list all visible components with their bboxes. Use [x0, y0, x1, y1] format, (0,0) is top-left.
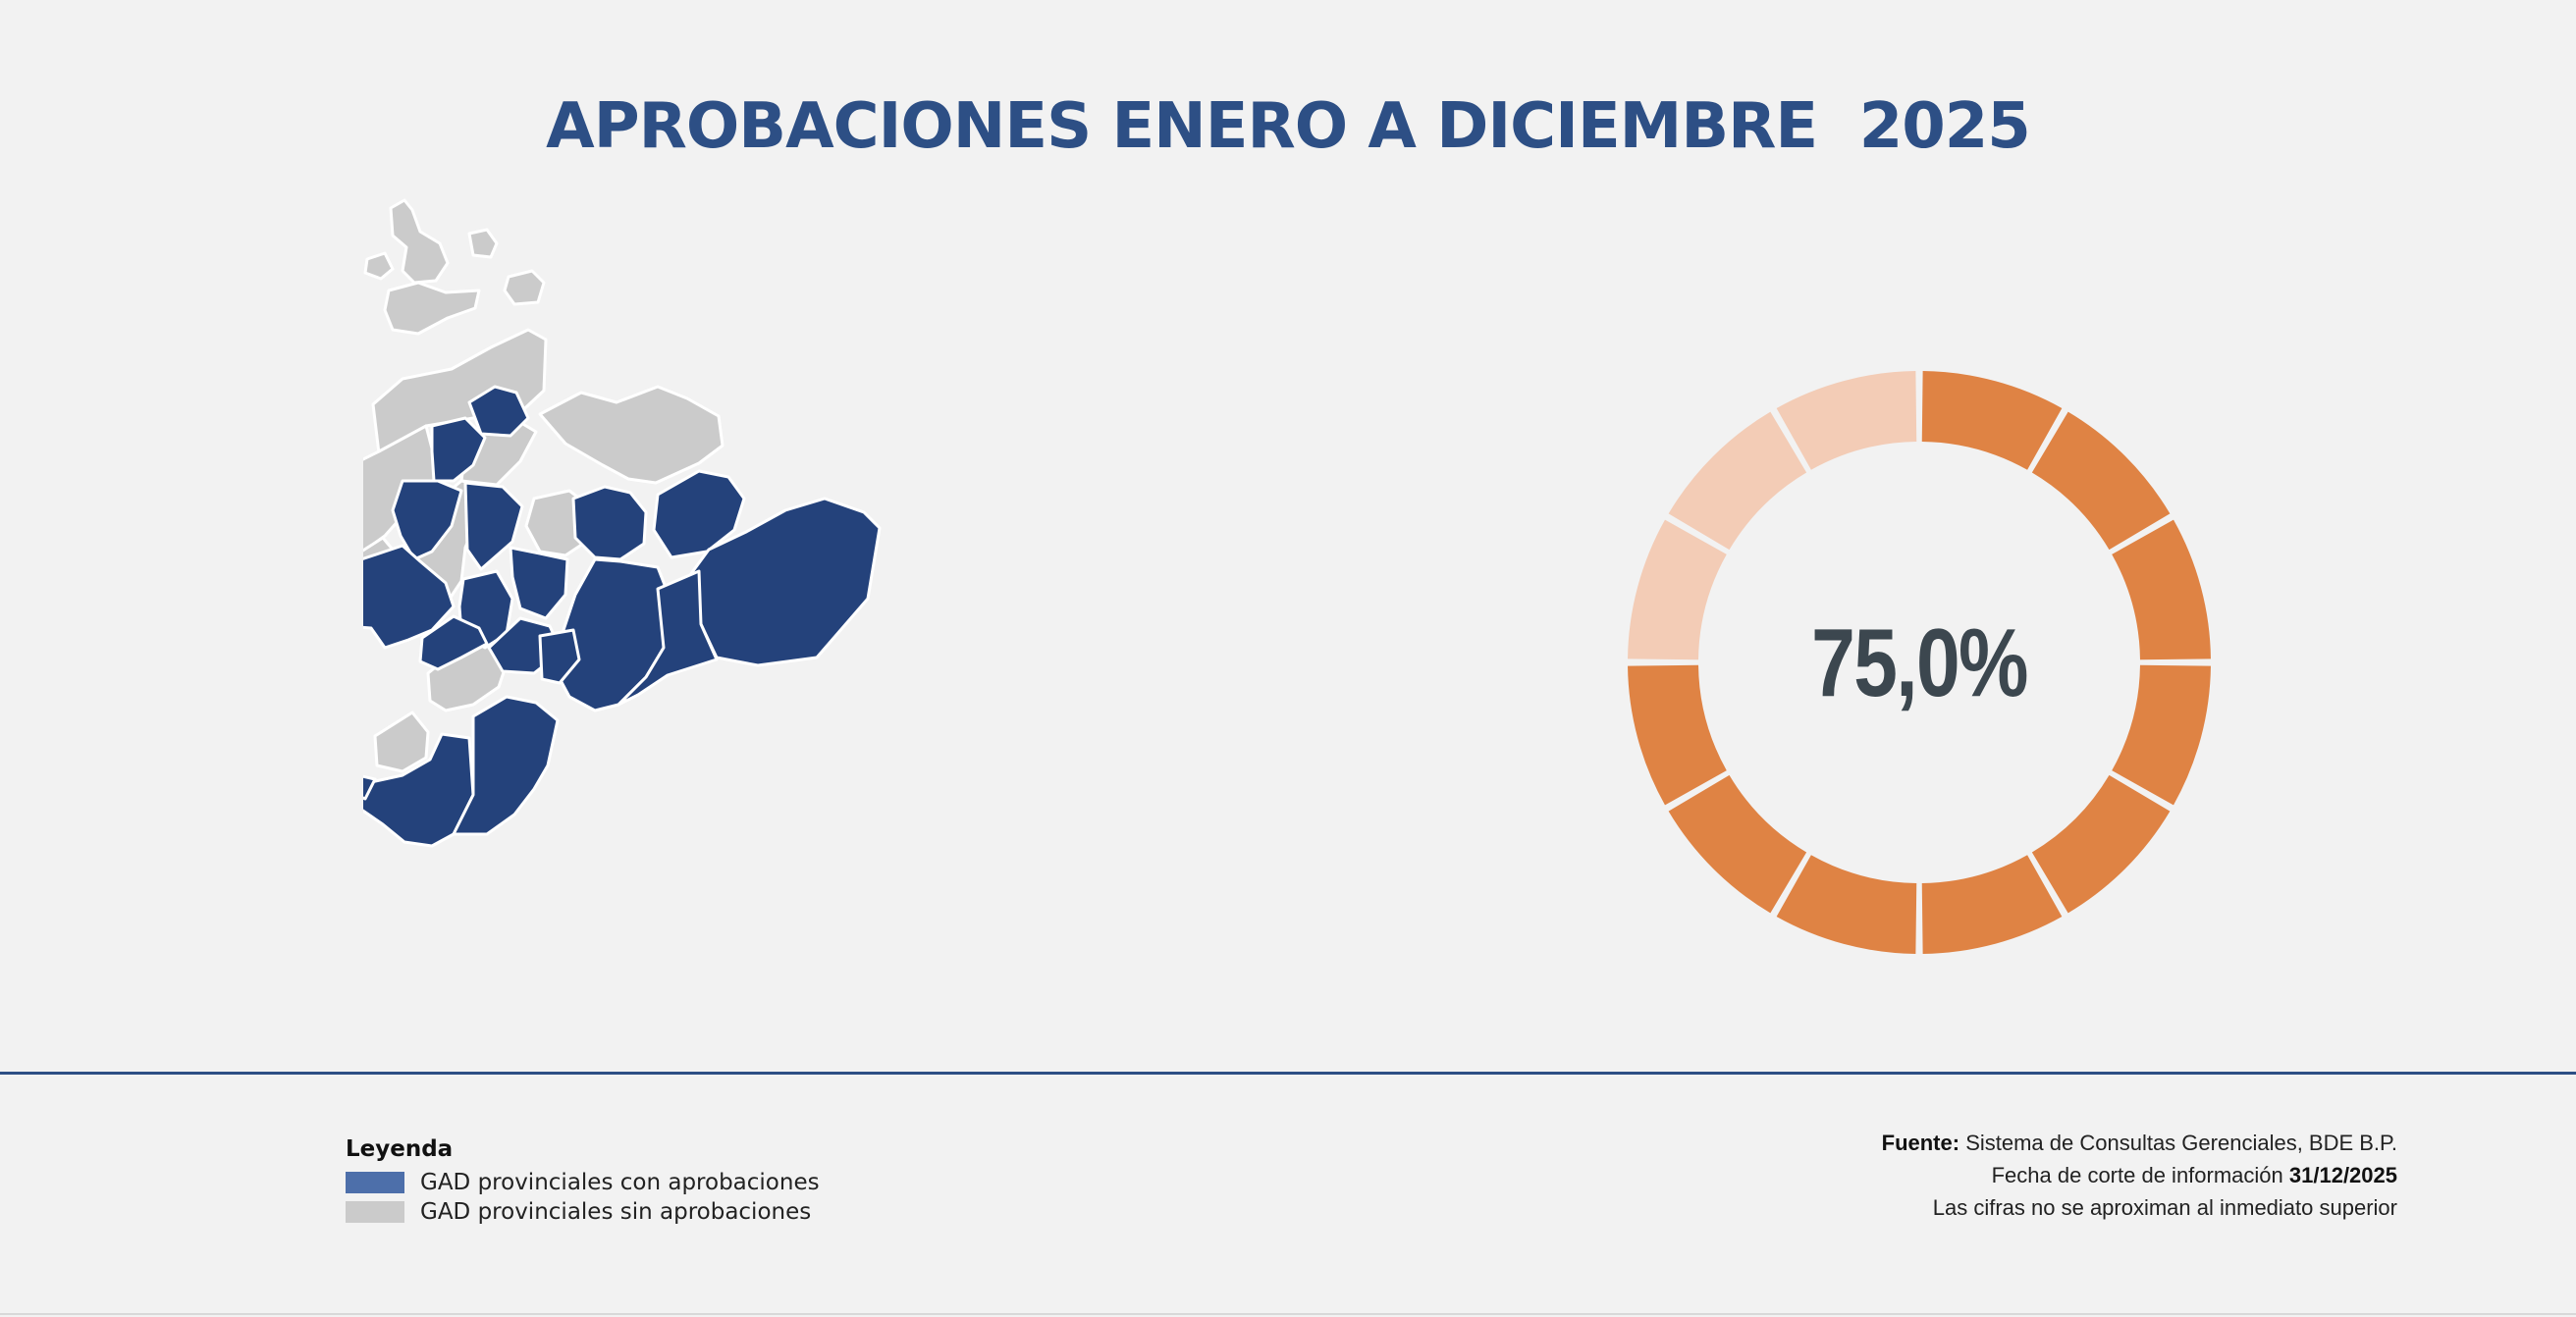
- donut-segment-filled: [2112, 519, 2211, 660]
- province-map-svg: [322, 198, 882, 848]
- donut-segment-empty: [1776, 371, 1917, 470]
- map-province: [509, 546, 569, 620]
- donut-segment-filled: [1921, 855, 2063, 954]
- map-island: [389, 198, 450, 285]
- donut-center-label: 75,0%: [1811, 607, 2028, 716]
- donut-segment-filled: [1776, 855, 1917, 954]
- legend-swatch: [346, 1201, 404, 1223]
- legend: Leyenda GAD provinciales con aprobacione…: [346, 1136, 820, 1227]
- source-text: Sistema de Consultas Gerenciales, BDE B.…: [1959, 1131, 2397, 1155]
- map-province: [571, 485, 648, 561]
- cutoff-line: Fecha de corte de información 31/12/2025: [1882, 1159, 2397, 1191]
- source-line: Fuente: Sistema de Consultas Gerenciales…: [1882, 1127, 2397, 1159]
- donut-chart: 75,0%: [1620, 363, 2219, 962]
- donut-segment-filled: [1668, 774, 1807, 914]
- map-province: [652, 469, 746, 559]
- map-province: [391, 479, 463, 561]
- map-province: [463, 481, 524, 571]
- donut-segment-empty: [1668, 411, 1807, 551]
- legend-label: GAD provinciales con aprobaciones: [420, 1170, 820, 1195]
- donut-segment-filled: [2112, 664, 2211, 806]
- map-island: [363, 251, 395, 281]
- donut-segment-filled: [1921, 371, 2063, 470]
- source-label: Fuente:: [1881, 1131, 1960, 1155]
- map-province: [430, 416, 487, 483]
- map-province: [418, 614, 489, 671]
- source-notes: Fuente: Sistema de Consultas Gerenciales…: [1882, 1127, 2397, 1224]
- divider-line: [0, 1072, 2576, 1075]
- cutoff-date: 31/12/2025: [2288, 1163, 2397, 1187]
- map-province: [452, 695, 560, 836]
- note-line: Las cifras no se aproximan al inmediato …: [1932, 1195, 2397, 1220]
- bottom-border: [0, 1313, 2576, 1315]
- legend-title: Leyenda: [346, 1136, 454, 1162]
- map-province: [538, 628, 581, 685]
- legend-label: GAD provinciales sin aprobaciones: [420, 1199, 812, 1225]
- map-province: [617, 569, 719, 707]
- donut-segment-filled: [2031, 411, 2171, 551]
- map-island: [383, 281, 481, 336]
- donut-segment-empty: [1628, 519, 1727, 660]
- map-province: [373, 711, 430, 773]
- legend-item: GAD provinciales sin aprobaciones: [346, 1197, 820, 1227]
- donut-segment-filled: [1628, 664, 1727, 806]
- province-map: [322, 186, 1149, 1030]
- legend-item: GAD provinciales con aprobaciones: [346, 1168, 820, 1197]
- map-island: [503, 269, 546, 306]
- map-island: [467, 228, 499, 259]
- page-title: APROBACIONES ENERO A DICIEMBRE 2025: [546, 90, 2031, 163]
- cutoff-text: Fecha de corte de información: [1991, 1163, 2289, 1187]
- donut-chart-svg: [1628, 371, 2211, 954]
- donut-segment-filled: [2031, 774, 2171, 914]
- legend-swatch: [346, 1172, 404, 1193]
- map-province: [538, 385, 724, 485]
